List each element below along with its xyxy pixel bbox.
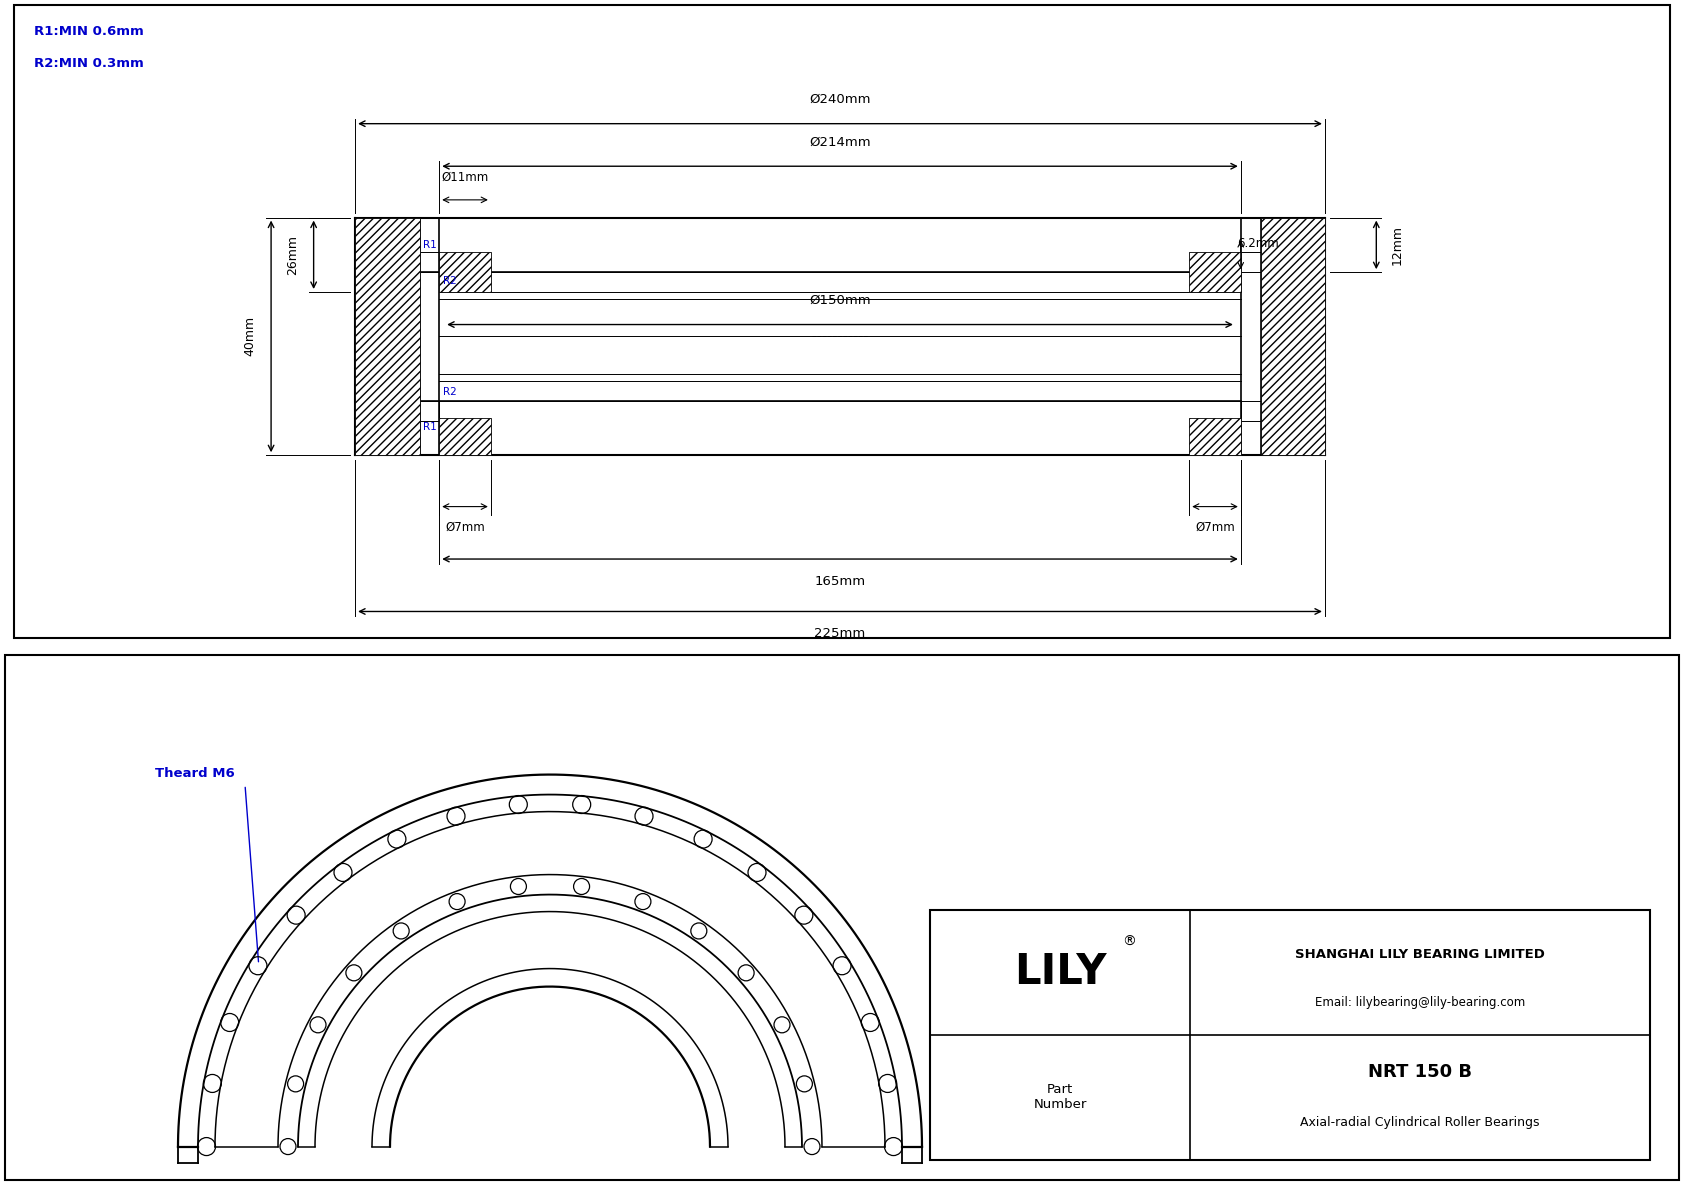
Text: Axial-radial Cylindrical Roller Bearings: Axial-radial Cylindrical Roller Bearings [1300,1116,1539,1129]
Text: R1: R1 [423,241,438,250]
Text: R1:MIN 0.6mm: R1:MIN 0.6mm [34,25,143,38]
Text: 26mm: 26mm [286,235,298,275]
Text: Ø214mm: Ø214mm [810,136,871,149]
Text: 225mm: 225mm [815,628,866,641]
Text: 6.2mm: 6.2mm [1238,237,1278,250]
Text: 12mm: 12mm [1391,225,1404,264]
Text: LILY: LILY [1014,952,1106,993]
Text: ®: ® [1122,935,1137,949]
Text: Email: lilybearing@lily-bearing.com: Email: lilybearing@lily-bearing.com [1315,996,1526,1009]
Bar [1189,252,1241,292]
Text: Part
Number: Part Number [1034,1083,1086,1111]
Text: Ø11mm: Ø11mm [441,172,488,185]
Text: Ø7mm: Ø7mm [445,520,485,534]
Text: NRT 150 B: NRT 150 B [1367,1064,1472,1081]
Bar [355,218,419,455]
Bar [440,418,490,455]
Text: Ø150mm: Ø150mm [810,294,871,307]
Text: SHANGHAI LILY BEARING LIMITED: SHANGHAI LILY BEARING LIMITED [1295,948,1544,961]
Bar [930,910,1650,1160]
Text: 40mm: 40mm [242,317,256,356]
Text: R2:MIN 0.3mm: R2:MIN 0.3mm [34,57,143,70]
Bar [440,252,490,292]
Text: R2: R2 [443,276,456,286]
Text: Ø240mm: Ø240mm [810,93,871,106]
Text: Theard M6: Theard M6 [155,767,234,780]
Bar [1261,218,1325,455]
Text: Ø7mm: Ø7mm [1196,520,1234,534]
Text: R2: R2 [443,387,456,397]
Text: R1: R1 [423,423,438,432]
Text: 165mm: 165mm [815,575,866,588]
Bar [1189,418,1241,455]
